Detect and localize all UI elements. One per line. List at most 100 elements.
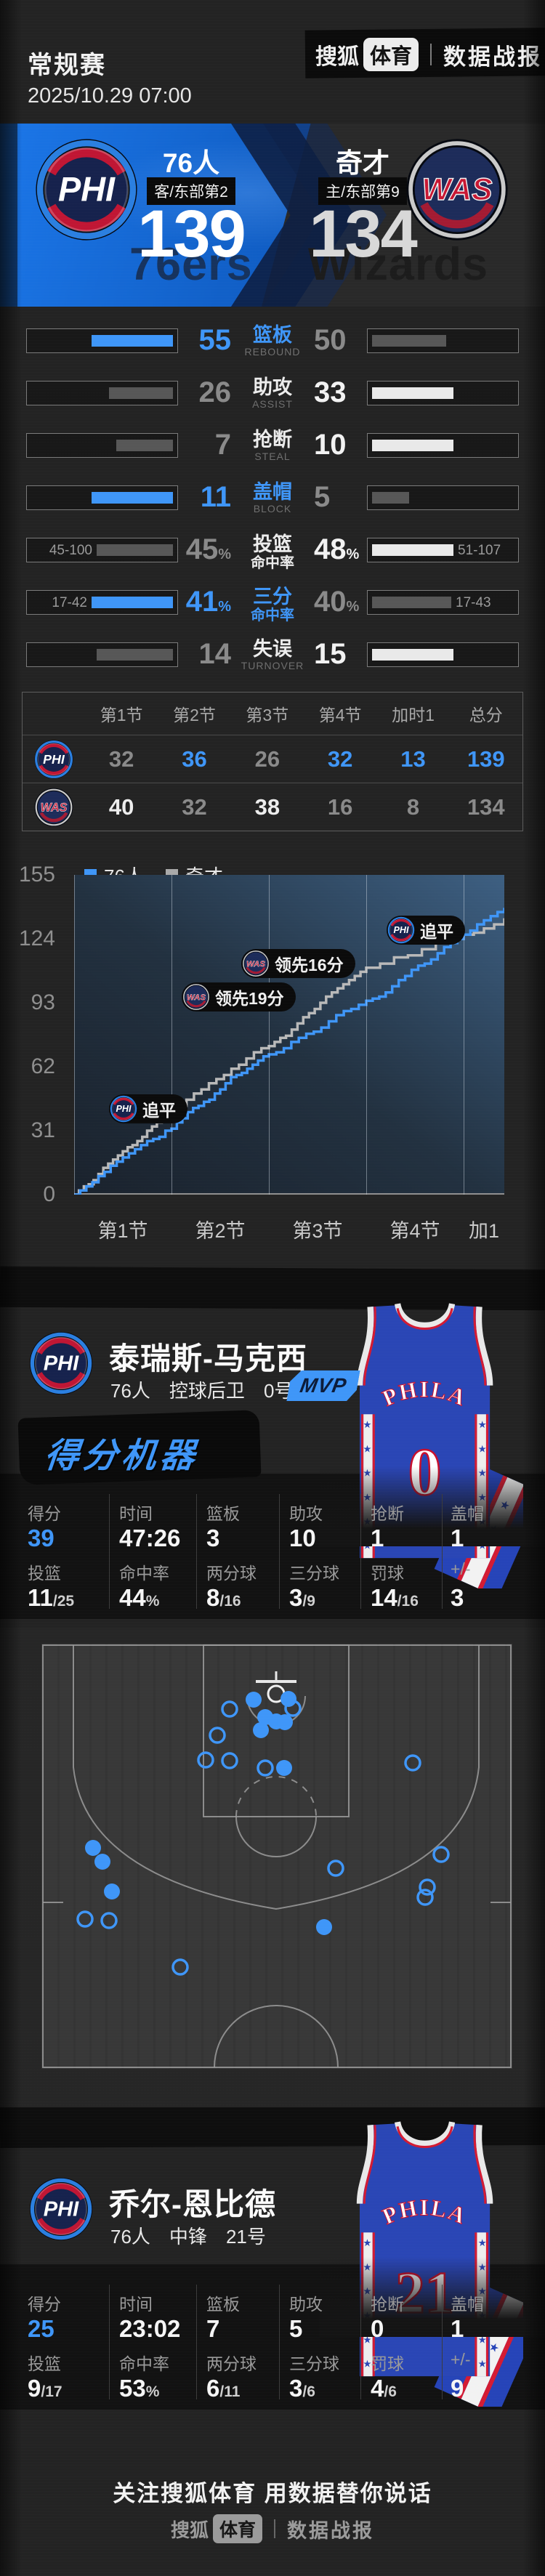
was-mini-logo: WAS xyxy=(182,983,210,1011)
gridline xyxy=(269,875,270,1195)
stat-comparison-row: 45-100 45% 投篮 命中率 48% 51-107 xyxy=(0,533,545,583)
team-name-left: 76人 xyxy=(162,148,220,178)
svg-text:★: ★ xyxy=(478,2237,487,2248)
player-stat-value: 1 xyxy=(371,1525,384,1551)
right-stat-value: 15 xyxy=(314,638,347,670)
phi-mini-logo: PHI xyxy=(34,740,73,779)
quarter-score-cell: 38 xyxy=(254,794,280,820)
left-stat-bar xyxy=(26,328,178,353)
jersey-fade-overlay xyxy=(320,1466,545,1546)
right-stat-fill xyxy=(372,544,453,556)
stat-label: 篮板 REBOUND xyxy=(244,324,301,358)
svg-text:★: ★ xyxy=(478,2334,487,2345)
stat-comparison-row: 55 篮板 REBOUND 50 xyxy=(0,324,545,374)
left-stat-value: 55 xyxy=(198,324,232,356)
svg-text:WAS: WAS xyxy=(421,172,492,207)
right-stat-bar xyxy=(367,433,519,458)
svg-text:WAS: WAS xyxy=(41,801,68,814)
player-stat-label: 两分球 xyxy=(206,2354,257,2373)
y-axis-tick: 124 xyxy=(18,926,55,950)
right-stat-value: 48% xyxy=(314,533,360,565)
player-stat-value: 3/9 xyxy=(289,1584,315,1611)
player-stat-label: 三分球 xyxy=(289,1564,339,1583)
player-stat-label: +/- xyxy=(451,2350,471,2369)
stat-column-divider xyxy=(279,1494,280,1609)
missed-shot-marker xyxy=(221,1700,238,1718)
player-stat-value: 9 xyxy=(451,2375,464,2402)
stat-comparison-row: 11 盖帽 BLOCK 5 xyxy=(0,481,545,530)
svg-text:★: ★ xyxy=(363,2237,371,2248)
player-stat-label: +/- xyxy=(451,1559,471,1578)
player-stat-value: 10 xyxy=(289,1525,316,1551)
made-shot-marker xyxy=(276,1760,292,1776)
left-stat-detail: 45-100 xyxy=(49,543,92,558)
player-stat-value: 1 xyxy=(451,1525,464,1551)
svg-text:★: ★ xyxy=(363,1419,371,1430)
phi-mini-logo: PHI xyxy=(387,916,415,944)
player-stat-value: 11/25 xyxy=(28,1584,75,1611)
phi-team-logo: PHI xyxy=(29,2177,93,2241)
svg-text:PHI: PHI xyxy=(58,171,116,209)
stat-column-divider xyxy=(109,1494,110,1609)
quarter-score-table: 第1节 第2节 第3节 第4节 加时1 总分 PHI 32 36 26 32 13 139 WAS 40… xyxy=(22,692,523,831)
stat-column-divider xyxy=(442,2285,443,2399)
svg-text:PHI: PHI xyxy=(116,1104,132,1114)
player-stat-value: 3 xyxy=(451,1584,464,1611)
made-shot-marker xyxy=(94,1854,110,1870)
phi-logo-icon: PHI xyxy=(29,2177,93,2241)
player-stat-value: 6/11 xyxy=(206,2375,241,2402)
player-stat-value: 3 xyxy=(206,1525,220,1551)
left-stat-value: 41% xyxy=(185,586,231,618)
free-throw-circle-dashed xyxy=(235,1776,317,1817)
sohu-sports-brand: 搜狐 体育 数据战报 xyxy=(315,38,542,71)
player-stat-value: 8/16 xyxy=(206,1584,241,1611)
stat-label: 失误 TURNOVER xyxy=(241,638,304,671)
player-stat-label: 投篮 xyxy=(28,2354,61,2373)
player-stat-value: 25 xyxy=(28,2315,54,2342)
x-axis-label: 第2节 xyxy=(195,1220,246,1242)
svg-text:★: ★ xyxy=(363,2334,371,2345)
right-stat-fill xyxy=(372,387,453,399)
stat-column-divider xyxy=(360,2285,361,2399)
player-stat-label: 得分 xyxy=(28,2295,61,2314)
player-stat-value: 47:26 xyxy=(119,1525,181,1551)
x-axis-label: 第4节 xyxy=(389,1220,440,1242)
player-stat-value: 14/16 xyxy=(371,1584,419,1611)
brand-badge: 体育 xyxy=(363,38,419,71)
svg-text:WAS: WAS xyxy=(246,960,265,969)
free-throw-circle-solid xyxy=(235,1816,317,1857)
svg-text:★: ★ xyxy=(363,1443,371,1454)
left-stat-bar xyxy=(26,433,178,458)
player-stat-label: 命中率 xyxy=(119,1564,169,1583)
y-axis-tick: 155 xyxy=(18,863,55,887)
right-stat-fill xyxy=(372,440,453,451)
player-stat-value: 4/6 xyxy=(371,2375,397,2402)
right-stat-bar xyxy=(367,642,519,667)
left-stat-fill xyxy=(92,335,173,347)
left-stat-value: 26 xyxy=(198,376,232,408)
player-stat-label: 篮板 xyxy=(206,2295,240,2314)
stat-column-divider xyxy=(442,1494,443,1609)
left-stat-fill xyxy=(97,649,173,661)
missed-shot-marker xyxy=(284,1700,302,1717)
left-stat-bar xyxy=(26,485,178,510)
x-axis-label: 第1节 xyxy=(97,1220,148,1242)
quarter-score-cell: 13 xyxy=(400,746,426,772)
shot-chart-court xyxy=(41,1644,512,2069)
right-stat-fill xyxy=(372,335,446,347)
x-axis-label: 第3节 xyxy=(292,1220,343,1242)
right-stat-value: 10 xyxy=(314,429,347,461)
player-stat-value: 39 xyxy=(28,1525,54,1551)
was-mini-logo: WAS xyxy=(34,788,73,827)
player-stat-value: 44% xyxy=(119,1584,160,1611)
left-stat-detail: 17-42 xyxy=(52,595,87,610)
missed-shot-marker xyxy=(432,1846,450,1863)
chart-annotation-pill: WAS 领先16分 xyxy=(241,949,355,978)
right-stat-bar xyxy=(367,328,519,353)
player-stat-value: 7 xyxy=(206,2315,220,2342)
match-datetime: 2025/10.29 07:00 xyxy=(28,84,192,108)
player-card: ★ ★ ★ ★★★★★★★★★★★★ PHILA 0 PHI 泰瑞斯-马克西 7… xyxy=(0,1299,545,1634)
lane-rectangle xyxy=(203,1644,350,1817)
missed-shot-marker xyxy=(171,1958,189,1976)
stat-label: 盖帽 BLOCK xyxy=(253,481,292,514)
